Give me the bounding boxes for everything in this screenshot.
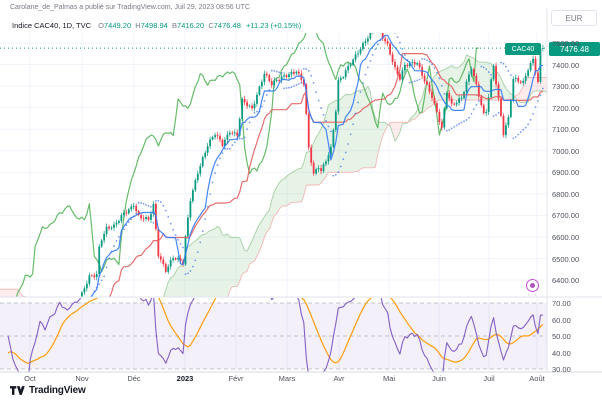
time-tick-label: Août — [529, 374, 545, 383]
price-tick-label: 7100.00 — [552, 125, 580, 135]
currency-button[interactable]: EUR — [551, 10, 597, 26]
time-tick-label: Juin — [432, 374, 446, 383]
price-tick-label: 7300.00 — [552, 82, 580, 92]
time-tick-label: Déc — [127, 374, 141, 383]
rsi-tick-label: 40.00 — [552, 348, 571, 358]
time-tick-label: Nov — [75, 374, 89, 383]
time-tick-label: Févr — [228, 374, 244, 383]
publish-byline: Carolane_de_Palmas a publié sur TradingV… — [10, 4, 250, 11]
symbol-legend[interactable]: Indice CAC40, 1D, TVC O7449.20 H7498.94 … — [12, 21, 301, 30]
rsi-pane[interactable] — [7, 273, 544, 386]
open-label: O — [98, 21, 104, 30]
time-tick-label: Juil — [483, 374, 495, 383]
pane-frame — [0, 8, 602, 373]
price-tick-label: 6600.00 — [552, 232, 580, 242]
price-tick-label: 6800.00 — [552, 189, 580, 199]
time-tick-label: Avr — [333, 374, 345, 383]
rsi-tick-label: 70.00 — [552, 299, 571, 308]
rsi-tick-label: 60.00 — [552, 315, 571, 325]
time-tick-label: Mai — [382, 374, 396, 383]
low-label: B — [172, 21, 178, 30]
change-value: +11.23 (+0.15%) — [245, 21, 302, 30]
price-tick-label: 6400.00 — [552, 276, 580, 286]
tv-mark-icon — [10, 386, 25, 395]
price-tick-label: 6500.00 — [552, 254, 580, 264]
brand-text: TradingView — [29, 385, 86, 396]
price-tick-label: 6700.00 — [552, 211, 580, 221]
price-tick-label: 7200.00 — [552, 103, 580, 113]
time-tick-label: Mars — [278, 374, 296, 383]
close-label: C — [208, 21, 214, 30]
rsi-tick-label: 50.00 — [552, 332, 571, 341]
price-tick-label: 6900.00 — [552, 168, 580, 178]
rsi-tick-label: 30.00 — [552, 365, 571, 374]
symbol-title[interactable]: Indice CAC40, 1D, TVC — [12, 21, 92, 30]
close-value: 7476.48 — [213, 21, 241, 30]
price-tick-label: 7000.00 — [552, 146, 580, 156]
last-price-badge: 7476.48 — [549, 42, 600, 56]
symbol-price-flag: CAC40 — [505, 43, 541, 55]
tradingview-logo[interactable]: TradingView — [10, 385, 86, 396]
rsi-band — [0, 302, 547, 370]
high-value: 7498.94 — [140, 21, 168, 30]
low-value: 7416.20 — [177, 21, 205, 30]
price-tick-label: 7400.00 — [552, 60, 580, 70]
open-value: 7449.20 — [104, 21, 132, 30]
time-tick-label: 2023 — [176, 374, 194, 383]
high-label: H — [135, 21, 141, 30]
reaction-bubble-icon[interactable] — [526, 279, 539, 292]
price-tick-label: 7500.00 — [552, 39, 580, 48]
main-pane[interactable] — [0, 24, 553, 400]
time-tick-label: Oct — [24, 374, 36, 383]
gridlines — [0, 33, 547, 372]
